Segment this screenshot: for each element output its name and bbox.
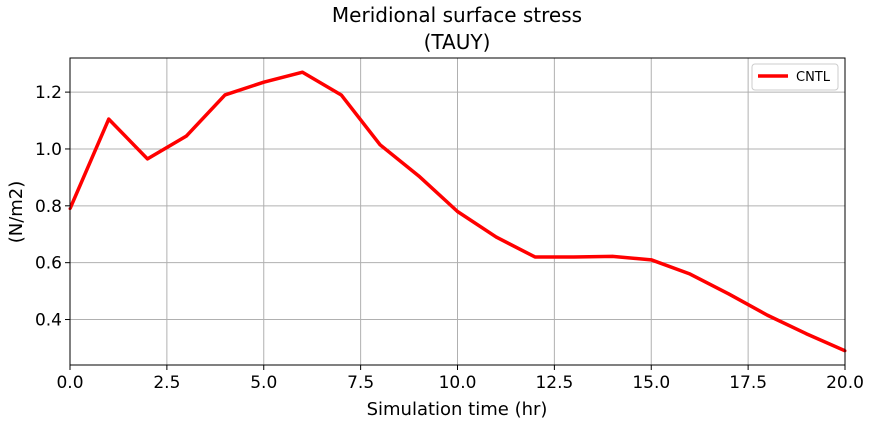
legend-box: [751, 63, 839, 91]
y-tick-label: 1.2: [35, 83, 62, 103]
x-tick-label: 20.0: [826, 373, 864, 393]
data-point: [146, 157, 149, 161]
x-tick-label: 15.0: [632, 373, 670, 393]
data-point: [107, 117, 111, 121]
data-point: [649, 258, 653, 262]
x-tick-label: 12.5: [535, 373, 573, 393]
x-tick-label: 10.0: [439, 373, 477, 393]
x-axis: 0.0 2.5 5.0 7.5 10.0 12.5 15.0 17.5 20.0: [56, 365, 864, 393]
chart-title: Meridional surface stress: [332, 3, 582, 27]
data-point: [417, 174, 421, 178]
grid: [69, 58, 846, 365]
x-tick-label: 0.0: [56, 373, 83, 393]
x-tick-label: 2.5: [153, 373, 180, 393]
chart-subtitle: (TAUY): [424, 30, 491, 54]
data-point: [223, 93, 227, 97]
y-tick-label: 0.4: [35, 311, 62, 331]
y-axis-label: (N/m2): [6, 181, 27, 244]
data-point: [184, 134, 188, 138]
data-point: [339, 93, 343, 97]
data-point: [456, 210, 459, 213]
data-point: [301, 70, 304, 74]
x-tick-label: 17.5: [729, 373, 767, 393]
data-point: [262, 80, 266, 84]
data-point: [378, 143, 382, 147]
data-point: [727, 292, 731, 296]
x-axis-label: Simulation time (hr): [367, 399, 548, 420]
series-layer: [68, 70, 847, 353]
data-point: [611, 254, 614, 258]
x-tick-label: 5.0: [250, 373, 277, 393]
y-tick-label: 0.6: [35, 254, 62, 274]
y-axis: 0.4 0.6 0.8 1.0 1.2: [35, 83, 70, 331]
data-point: [804, 332, 808, 336]
y-tick-label: 0.8: [35, 197, 62, 217]
x-tick-label: 7.5: [347, 373, 374, 393]
legend-label-cntl: CNTL: [796, 70, 831, 85]
data-point: [494, 235, 498, 239]
y-tick-label: 1.0: [35, 140, 62, 160]
data-point: [688, 272, 692, 276]
data-point: [572, 255, 576, 259]
data-point: [533, 255, 537, 259]
data-point: [766, 313, 769, 317]
legend: CNTL: [751, 63, 839, 91]
